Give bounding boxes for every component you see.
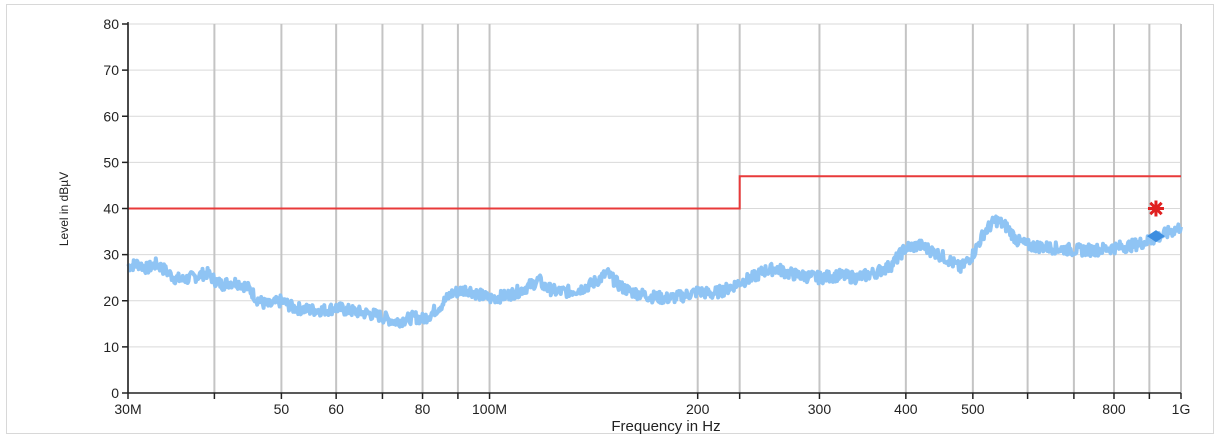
- plot-data: [126, 175, 1183, 329]
- average-marker: [1146, 230, 1165, 243]
- x-tick-label: 500: [961, 401, 985, 417]
- chart-frame: [6, 4, 1214, 434]
- x-tick-label: 300: [808, 401, 832, 417]
- x-tick-label: 100M: [472, 401, 507, 417]
- y-tick-label: 70: [103, 62, 119, 78]
- x-tick-label: 800: [1102, 401, 1126, 417]
- peak-marker: [1147, 200, 1164, 217]
- spectrum-trace: [126, 214, 1183, 329]
- x-axis-label: Frequency in Hz: [611, 418, 720, 435]
- x-tick-label: 1G: [1172, 401, 1191, 417]
- x-tick-label: 400: [894, 401, 918, 417]
- y-tick-label: 10: [103, 339, 119, 355]
- y-tick-label: 50: [103, 154, 119, 170]
- y-tick-label: 80: [103, 16, 119, 32]
- x-tick-label: 80: [415, 401, 431, 417]
- x-tick-label: 200: [686, 401, 710, 417]
- y-tick-label: 60: [103, 108, 119, 124]
- limit-line: [128, 175, 1181, 210]
- y-tick-label: 0: [111, 385, 119, 401]
- x-tick-label: 50: [274, 401, 290, 417]
- y-tick-label: 40: [103, 201, 119, 217]
- y-axis-label: Level in dBµV: [57, 172, 71, 246]
- y-tick-label: 30: [103, 247, 119, 263]
- x-tick-label: 30M: [114, 401, 141, 417]
- axes: 0 10 20 30 40 50 60 70 80 30M 50 60 80 100M 200 300 400 5…: [103, 16, 1190, 417]
- x-tick-label: 60: [328, 401, 344, 417]
- y-tick-label: 20: [103, 293, 119, 309]
